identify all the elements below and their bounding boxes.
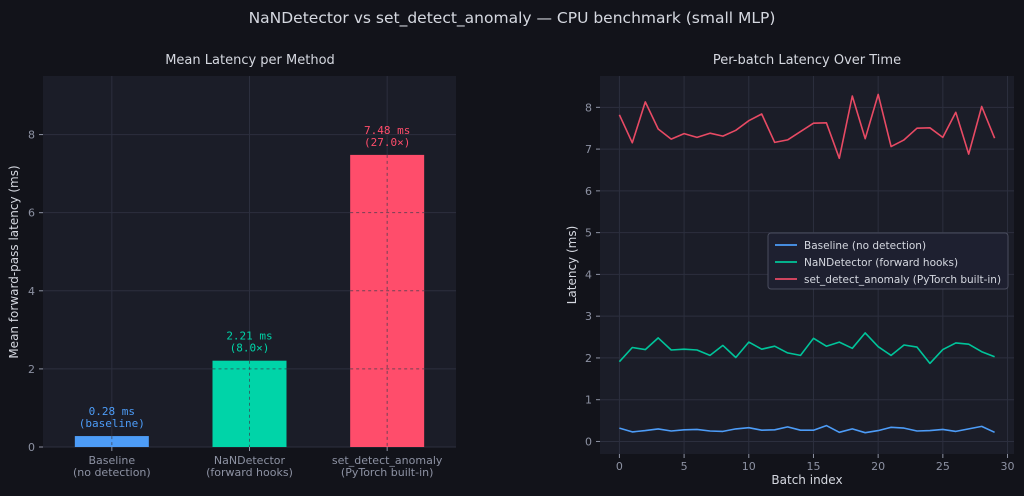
line-chart-x-ticks: 0 5 10 15 20 25 30	[616, 454, 1015, 473]
x-tick-label: 10	[742, 460, 756, 473]
x-tick-label: 20	[871, 460, 885, 473]
x-tick-label: NaNDetector	[214, 454, 286, 467]
x-tick-label: 5	[681, 460, 688, 473]
figure-title: NaNDetector vs set_detect_anomaly — CPU …	[249, 9, 776, 28]
bar-value-label: 0.28 ms	[89, 405, 135, 418]
y-tick-label: 0	[28, 441, 35, 454]
legend-label-anomaly: set_detect_anomaly (PyTorch built-in)	[804, 274, 1001, 286]
bar-baseline	[74, 436, 149, 447]
x-tick-label: 0	[616, 460, 623, 473]
line-chart-y-ticks: 0 1 2 3 4 5 6 7 8	[585, 101, 600, 448]
line-chart-title: Per-batch Latency Over Time	[713, 53, 901, 68]
line-chart-panel: Per-batch Latency Over Time Latency (ms)…	[565, 53, 1015, 487]
y-tick-label: 3	[585, 310, 592, 323]
bar-chart-y-ticks: 0 2 4 6 8	[28, 129, 43, 454]
bar-value-label: 2.21 ms	[226, 330, 272, 343]
legend-label-nandetector: NaNDetector (forward hooks)	[804, 257, 958, 269]
bar-chart-title: Mean Latency per Method	[165, 53, 335, 68]
y-tick-label: 6	[28, 207, 35, 220]
bar-value-label: (27.0×)	[364, 136, 410, 149]
series-line-anomaly	[618, 93, 996, 160]
line-chart-ylabel: Latency (ms)	[565, 226, 579, 305]
y-tick-label: 4	[585, 268, 592, 281]
bar-chart-ylabel: Mean forward-pass latency (ms)	[7, 165, 21, 358]
line-chart-xlabel: Batch index	[771, 473, 842, 487]
x-tick-label: 15	[806, 460, 820, 473]
x-tick-label: Baseline	[89, 454, 136, 467]
y-tick-label: 4	[28, 285, 35, 298]
series-line-nandetector	[618, 332, 995, 365]
bar-chart-panel: Mean Latency per Method Mean forward-pas…	[7, 53, 456, 479]
y-tick-label: 8	[585, 101, 592, 114]
bar-chart-annotations: 0.28 ms(baseline) 2.21 ms(8.0×) 7.48 ms(27…	[79, 124, 411, 430]
y-tick-label: 7	[585, 143, 592, 156]
line-chart-legend: Baseline (no detection) NaNDetector (forw…	[767, 232, 1009, 290]
y-tick-label: 2	[585, 352, 592, 365]
x-tick-label: 25	[936, 460, 950, 473]
bar-value-label: 7.48 ms	[364, 124, 410, 137]
x-tick-label: (forward hooks)	[206, 466, 293, 479]
bar-overlay-gridlines	[111, 154, 425, 447]
y-tick-label: 8	[28, 129, 35, 142]
x-tick-label: 30	[1001, 460, 1015, 473]
y-tick-label: 0	[585, 435, 592, 448]
series-line-baseline	[619, 424, 995, 434]
bar-value-label: (8.0×)	[230, 342, 270, 355]
line-chart-series	[618, 93, 996, 434]
x-tick-label: (PyTorch built-in)	[341, 466, 433, 479]
y-tick-label: 1	[585, 394, 592, 407]
x-tick-label: (no detection)	[73, 466, 151, 479]
y-tick-label: 2	[28, 363, 35, 376]
y-tick-label: 5	[585, 227, 592, 240]
bar-value-label: (baseline)	[79, 417, 145, 430]
bar-chart-x-ticks: Baseline(no detection) NaNDetector(forwar…	[73, 447, 443, 479]
y-tick-label: 6	[585, 185, 592, 198]
x-tick-label: set_detect_anomaly	[332, 454, 443, 467]
legend-label-baseline: Baseline (no detection)	[804, 240, 926, 252]
legend-box	[767, 232, 1009, 290]
